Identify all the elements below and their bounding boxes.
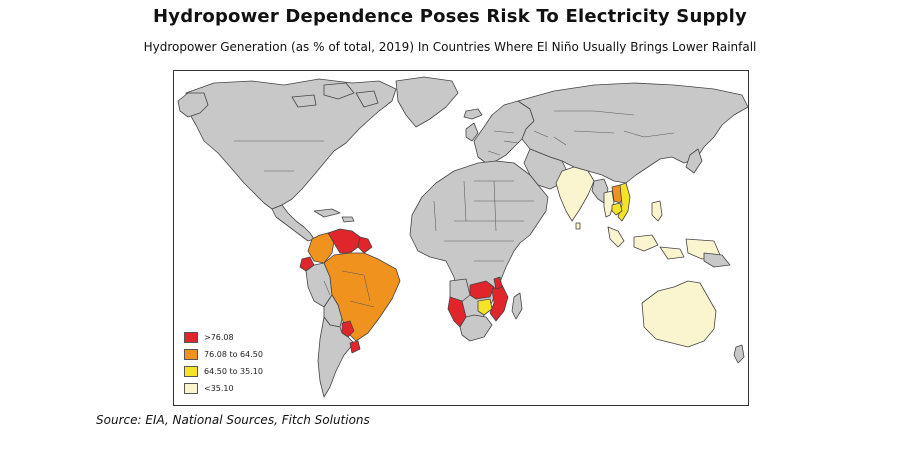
map-iceland bbox=[463, 108, 483, 120]
world-map-svg bbox=[177, 76, 748, 398]
map-paraguay bbox=[341, 320, 355, 338]
world-map: >76.08 76.08 to 64.50 64.50 to 35.10 <35… bbox=[173, 70, 749, 406]
map-zambia bbox=[469, 280, 495, 300]
legend-label: <35.10 bbox=[204, 384, 234, 393]
map-india bbox=[555, 166, 595, 222]
map-indonesia bbox=[607, 226, 721, 260]
map-angola bbox=[449, 278, 471, 304]
map-guianas bbox=[357, 236, 373, 254]
source-note: Source: EIA, National Sources, Fitch Sol… bbox=[96, 413, 370, 427]
legend-swatch-orange bbox=[184, 349, 198, 360]
map-borders bbox=[234, 110, 675, 308]
map-legend: >76.08 76.08 to 64.50 64.50 to 35.10 <35… bbox=[184, 329, 263, 397]
map-colombia bbox=[307, 232, 335, 264]
map-caribbean bbox=[313, 208, 355, 223]
map-sri-lanka bbox=[575, 222, 581, 230]
legend-swatch-light-yellow bbox=[184, 383, 198, 394]
map-uruguay bbox=[349, 340, 361, 354]
legend-label: 64.50 to 35.10 bbox=[204, 367, 263, 376]
map-arctic-islands bbox=[291, 82, 379, 108]
legend-label: 76.08 to 64.50 bbox=[204, 350, 263, 359]
map-malawi bbox=[493, 276, 503, 290]
legend-label: >76.08 bbox=[204, 333, 234, 342]
map-uk bbox=[465, 122, 479, 142]
map-papua bbox=[703, 252, 731, 268]
map-cambodia bbox=[611, 202, 623, 216]
map-alaska bbox=[177, 92, 209, 118]
chart-subtitle: Hydropower Generation (as % of total, 20… bbox=[143, 40, 757, 54]
map-zimbabwe bbox=[477, 298, 493, 316]
map-madagascar bbox=[511, 292, 523, 320]
map-philippines bbox=[651, 200, 663, 222]
map-south-africa bbox=[459, 314, 493, 342]
map-greenland bbox=[395, 76, 459, 128]
legend-item-lt-35-10: <35.10 bbox=[184, 380, 263, 397]
map-mozambique bbox=[489, 284, 509, 322]
legend-item-76-08-to-64-50: 76.08 to 64.50 bbox=[184, 346, 263, 363]
legend-item-gt-76-08: >76.08 bbox=[184, 329, 263, 346]
map-new-zealand bbox=[733, 344, 745, 364]
legend-item-64-50-to-35-10: 64.50 to 35.10 bbox=[184, 363, 263, 380]
map-australia bbox=[641, 280, 717, 348]
chart-title: Hydropower Dependence Poses Risk To Elec… bbox=[153, 6, 747, 27]
map-north-america bbox=[185, 78, 397, 210]
map-japan bbox=[685, 148, 703, 174]
legend-swatch-red bbox=[184, 332, 198, 343]
legend-swatch-yellow bbox=[184, 366, 198, 377]
map-thailand bbox=[603, 190, 615, 218]
map-southern-cone bbox=[317, 316, 355, 398]
map-central-america bbox=[271, 204, 315, 242]
